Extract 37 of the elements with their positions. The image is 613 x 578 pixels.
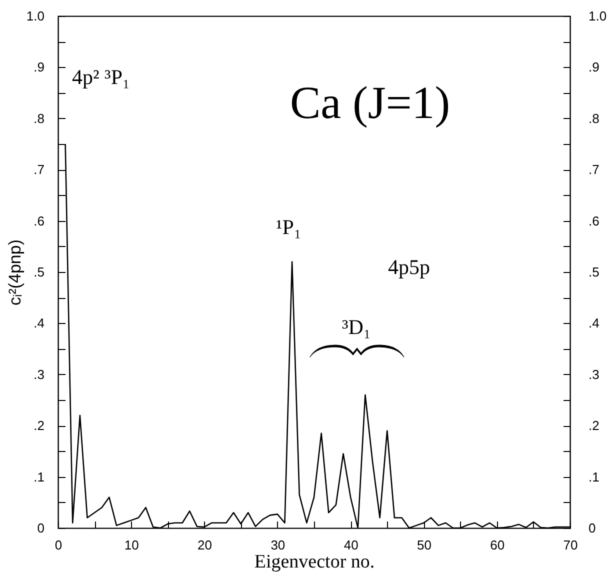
- y2-tick-label: 0: [588, 520, 596, 536]
- y-tick-label: .1: [34, 469, 44, 484]
- x-tick-label: 0: [54, 538, 62, 552]
- y-tick-label: .6: [34, 213, 44, 228]
- x-tick-label: 20: [198, 538, 212, 552]
- y2-tick-label: .2: [588, 418, 600, 434]
- x-tick-label: 50: [416, 538, 432, 552]
- y-tick-label: .3: [34, 366, 44, 382]
- y2-tick-label: .6: [588, 213, 600, 228]
- x-tick-label: 60: [490, 538, 505, 552]
- y-tick-label: .4: [34, 316, 44, 331]
- y-tick-label: 0: [37, 520, 44, 536]
- y-tick-label: .8: [34, 110, 44, 126]
- y-tick-label: 1.0: [26, 8, 44, 24]
- y-tick-label: .9: [34, 60, 44, 75]
- x-tick-label: 10: [124, 538, 139, 552]
- y2-tick-label: .1: [588, 469, 600, 484]
- x-axis-title: Eigenvector no.: [254, 552, 375, 572]
- y2-tick-label: .5: [588, 264, 600, 280]
- y-tick-label: .7: [34, 162, 44, 178]
- annotation: ¹P₁: [276, 215, 302, 239]
- y2-tick-label: .3: [588, 366, 600, 382]
- y-tick-label: .5: [34, 264, 44, 280]
- y-axis-title: cᵢ²(4pnp): [5, 240, 24, 306]
- y2-tick-label: .7: [588, 162, 600, 178]
- y-tick-label: .2: [34, 418, 44, 434]
- text: Ca (J=1): [290, 77, 450, 128]
- x-tick-label: 30: [270, 538, 286, 552]
- x-tick-label: 40: [344, 538, 358, 552]
- annotation: 4p5p: [388, 255, 430, 279]
- x-tick-label: 70: [563, 538, 578, 552]
- y2-tick-label: .8: [588, 110, 600, 126]
- annotation: ³D₁: [342, 315, 371, 339]
- annotation: 4p² ³P₁: [72, 65, 130, 89]
- y2-tick-label: .9: [588, 60, 600, 75]
- y2-tick-label: .4: [588, 316, 600, 331]
- y2-tick-label: 1.0: [588, 8, 607, 24]
